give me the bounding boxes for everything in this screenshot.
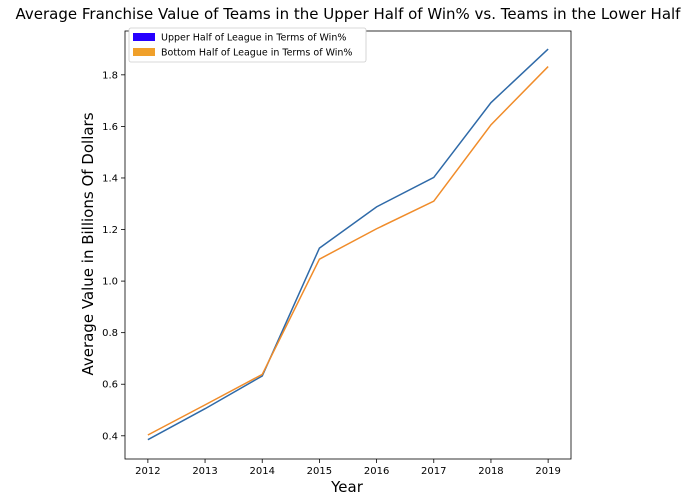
y-axis-label: Average Value in Billions Of Dollars xyxy=(79,112,97,375)
x-tick-label: 2016 xyxy=(364,466,389,477)
y-tick-label: 0.6 xyxy=(102,380,118,391)
chart-title: Average Franchise Value of Teams in the … xyxy=(16,5,682,23)
legend: Upper Half of League in Terms of Win% Bo… xyxy=(128,27,367,63)
y-axis: 0.4 0.6 0.8 1.0 1.2 1.4 1.6 1.8 xyxy=(102,70,125,442)
x-tick-label: 2017 xyxy=(421,466,446,477)
series-line-bottom xyxy=(147,66,549,436)
series-lines xyxy=(147,48,549,441)
y-tick-label: 1.4 xyxy=(102,173,118,184)
y-tick-label: 1.8 xyxy=(102,70,118,81)
x-tick-label: 2019 xyxy=(535,466,560,477)
x-tick-label: 2012 xyxy=(135,466,160,477)
y-tick-label: 0.8 xyxy=(102,328,118,339)
plot-area xyxy=(124,30,572,460)
legend-label-upper: Upper Half of League in Terms of Win% xyxy=(161,33,346,44)
y-tick-label: 1.2 xyxy=(102,225,118,236)
legend-label-bottom: Bottom Half of League in Terms of Win% xyxy=(161,48,352,59)
x-axis-label: Year xyxy=(330,478,364,496)
y-tick-label: 1.0 xyxy=(102,277,118,288)
y-tick-label: 0.4 xyxy=(102,431,118,442)
x-tick-label: 2015 xyxy=(307,466,332,477)
x-tick-label: 2013 xyxy=(192,466,217,477)
legend-box xyxy=(128,27,367,63)
x-tick-label: 2014 xyxy=(250,466,275,477)
x-axis: 2012 2013 2014 2015 2016 2017 2018 2019 xyxy=(135,459,561,477)
legend-swatch-upper xyxy=(133,33,155,41)
x-tick-label: 2018 xyxy=(478,466,503,477)
y-tick-label: 1.6 xyxy=(102,122,118,133)
series-line-upper xyxy=(147,48,549,441)
legend-swatch-bottom xyxy=(133,48,155,56)
